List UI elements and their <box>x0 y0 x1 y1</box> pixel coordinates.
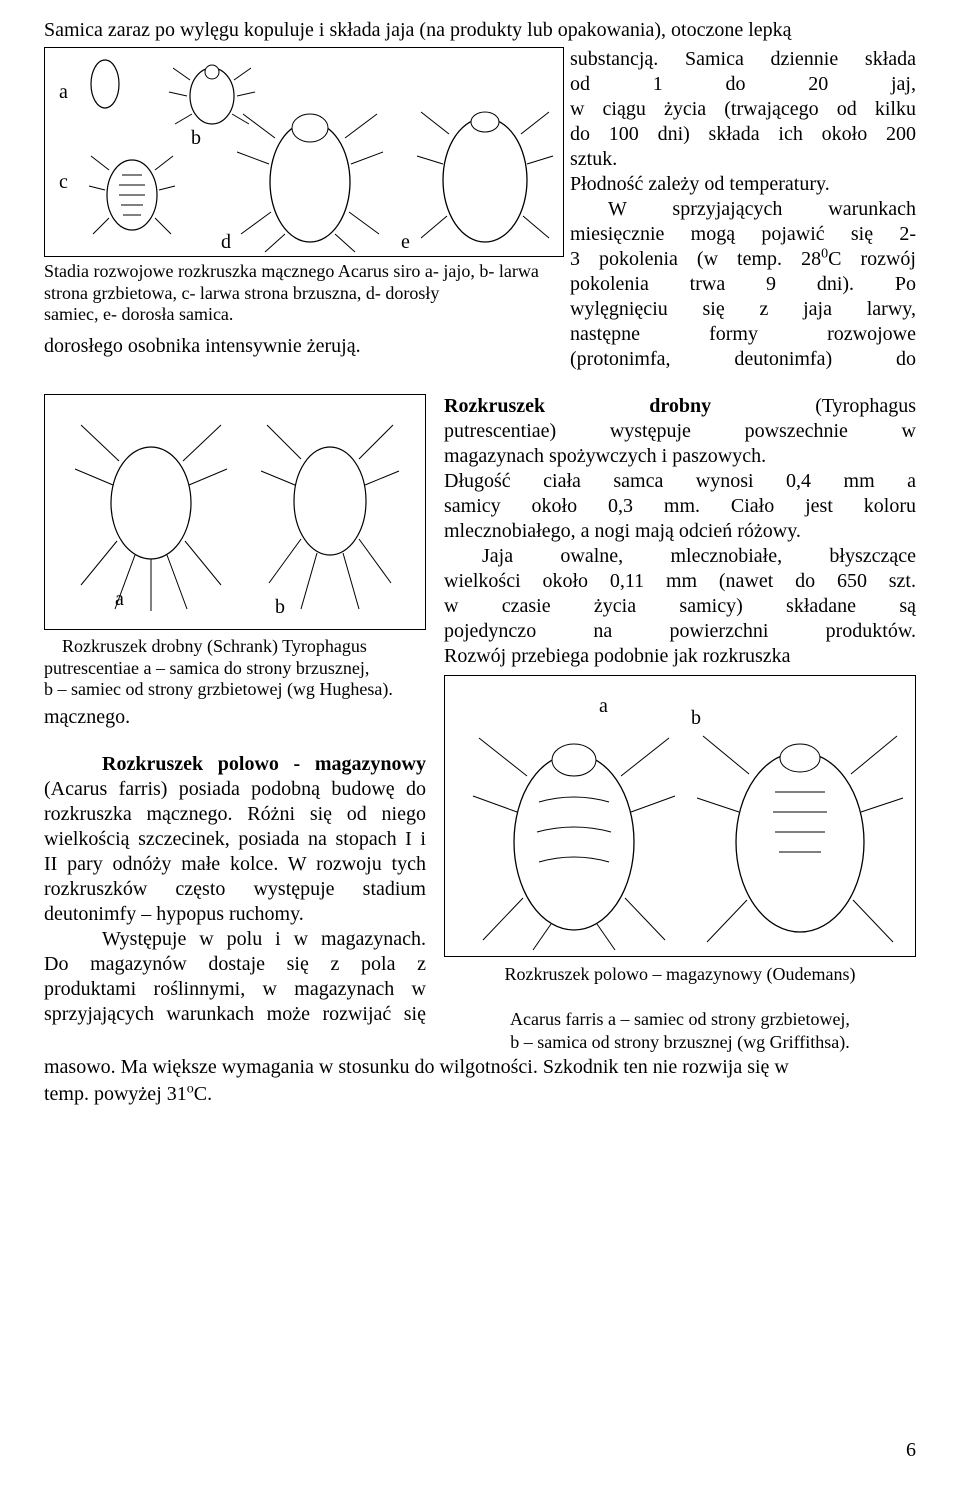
page-number: 6 <box>906 1438 916 1463</box>
fig2-label-b: b <box>275 595 285 620</box>
fig1-label-b: b <box>191 128 201 148</box>
mid-right-col: Rozkruszek drobny (Tyrophagus putrescent… <box>444 394 916 1053</box>
fig1-label-e: e <box>401 232 410 252</box>
adult-male-icon <box>235 94 385 254</box>
fig1-label-c: c <box>59 172 68 192</box>
tyrophagus-ventral-icon <box>71 413 231 613</box>
tyrophagus-dorsal-icon <box>255 413 405 613</box>
macznego: mącznego. <box>44 705 426 730</box>
figure2-caption: Rozkruszek drobny (Schrank) Tyrophagus p… <box>44 636 426 701</box>
figure-acarus-siro-stages: a b c d e <box>44 47 564 257</box>
fig3-label-a: a <box>599 694 608 719</box>
acarus-farris-ventral-icon <box>695 722 905 952</box>
full-width-line2: temp. powyżej 31oC. <box>44 1082 916 1107</box>
figure3-caption: Rozkruszek polowo – magazynowy (Oudemans… <box>444 963 916 1053</box>
egg-icon <box>85 56 125 112</box>
fig2-label-a: a <box>115 587 124 612</box>
fig1-label-a: a <box>59 82 68 102</box>
full-width-line1: masowo. Ma większe wymagania w stosunku … <box>44 1055 916 1080</box>
rozkruszek-polowo-para: Rozkruszek polowo - magazynowy (Acarus f… <box>44 752 426 1027</box>
figure-acarus-farris: a b <box>444 675 916 957</box>
top-two-column: a b c d e Stadia rozwojowe rozkruszka mą… <box>44 47 916 372</box>
larva-ventral-icon <box>87 140 177 240</box>
acarus-farris-dorsal-icon <box>469 722 679 952</box>
top-intro-text: Samica zaraz po wylęgu kopuluje i składa… <box>44 18 916 43</box>
fig1-label-d: d <box>221 232 231 252</box>
middle-two-column: a b Rozkruszek drobny (Schrank) Tyrophag… <box>44 394 916 1053</box>
figure1-caption: Stadia rozwojowe rozkruszka mącznego Aca… <box>44 261 564 326</box>
adult-female-icon <box>415 94 555 254</box>
left-bottom-line: dorosłego osobnika intensywnie żerują. <box>44 334 564 359</box>
figure-tyrophagus: a b <box>44 394 426 630</box>
fig3-label-b: b <box>691 706 701 731</box>
top-right-text: substancją. Samica dziennie składa od 1 … <box>564 47 916 372</box>
